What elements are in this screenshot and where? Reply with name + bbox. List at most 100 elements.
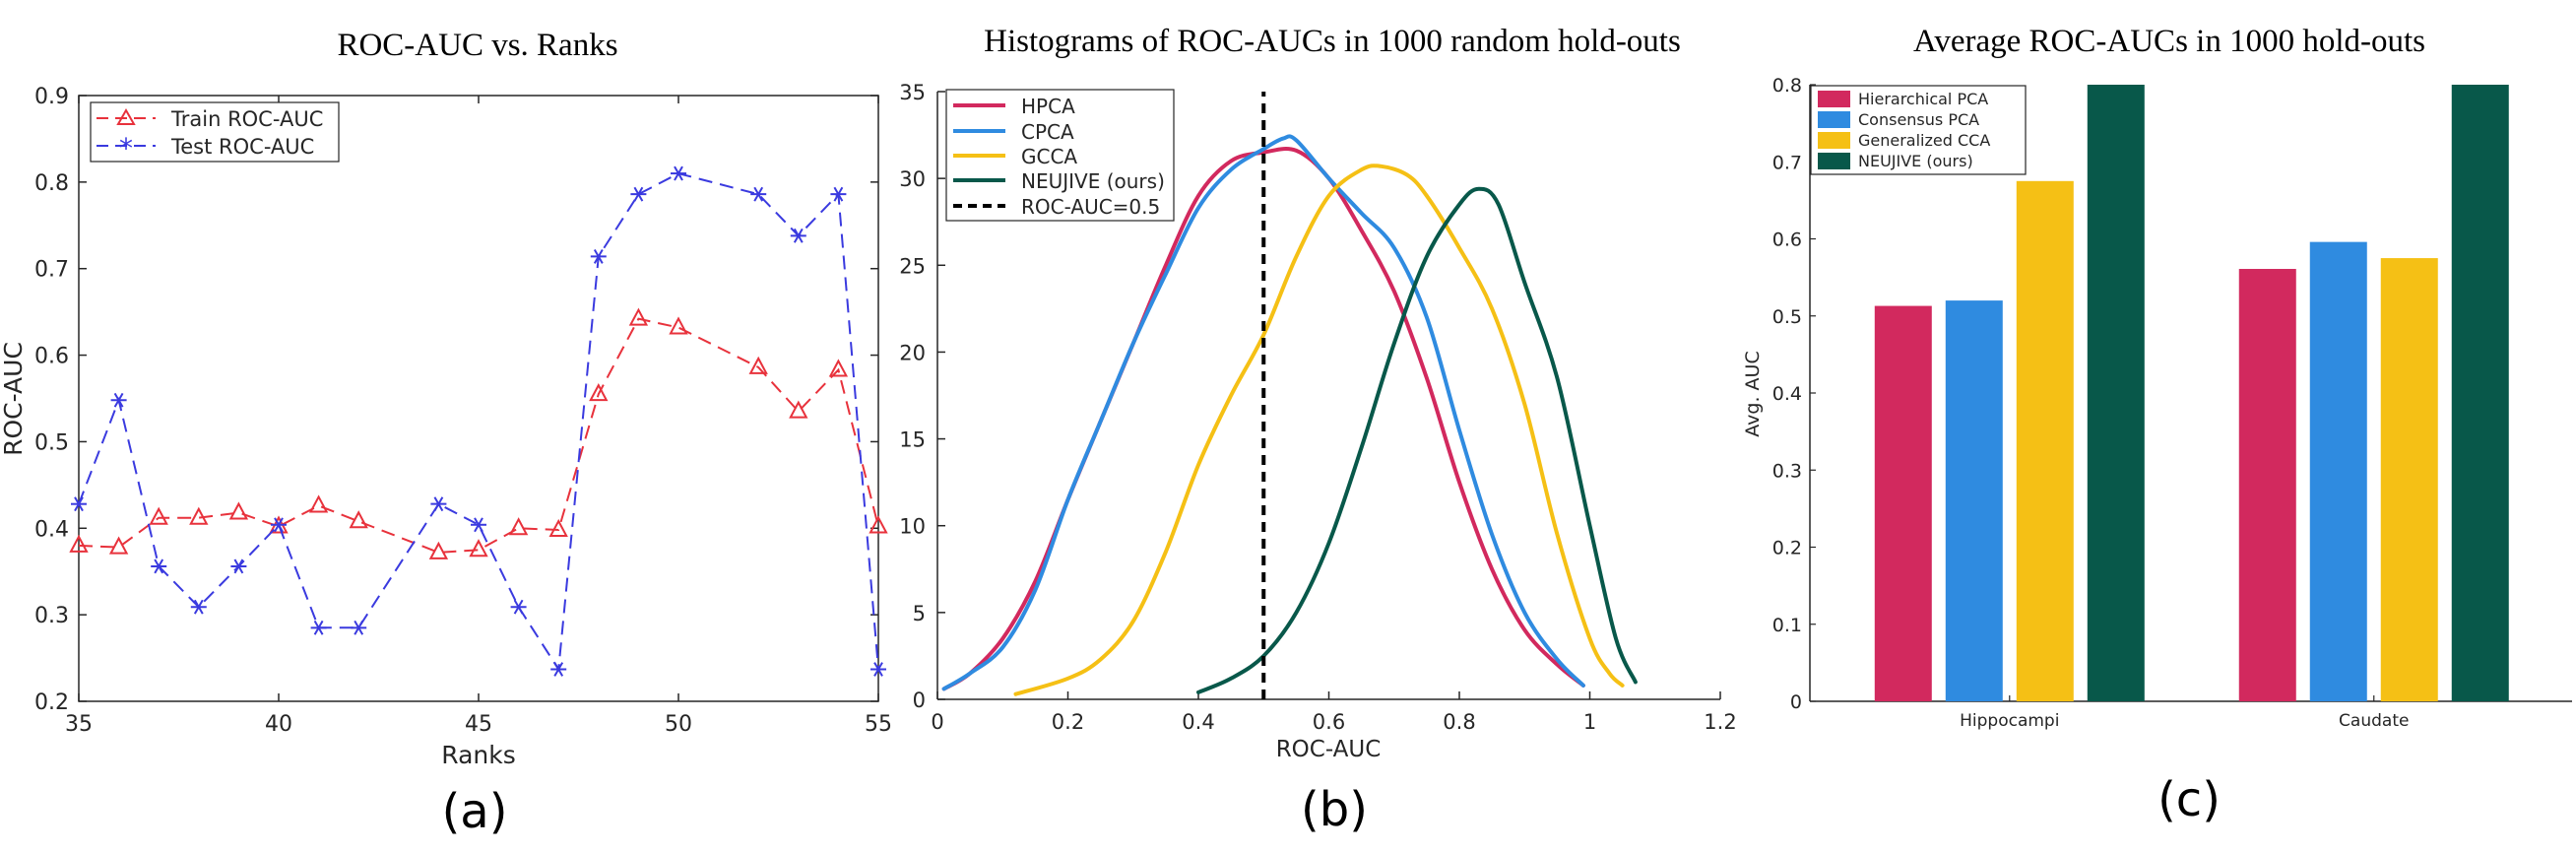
chart-b-xlabel: ROC-AUC — [1276, 737, 1382, 762]
asterisk-point — [271, 517, 287, 533]
triangle-point — [428, 541, 449, 559]
chart-c-panel-label: (c) — [2157, 772, 2221, 827]
legend-test-asterisk-marker: * — [119, 132, 133, 164]
x-tick-label: 1.2 — [1704, 710, 1736, 734]
asterisk-stroke — [354, 620, 364, 635]
chart-a-title: ROC-AUC vs. Ranks — [337, 28, 617, 63]
triangle-point — [228, 501, 249, 520]
asterisk-point — [151, 558, 167, 574]
triangle-point — [308, 494, 329, 513]
legend-test-label: Test ROC-AUC — [170, 135, 314, 159]
y-tick-label: 10 — [899, 515, 926, 539]
x-tick-label: 0.8 — [1443, 710, 1475, 734]
asterisk-stroke — [873, 662, 883, 677]
chart-a-legend-box — [90, 101, 340, 163]
asterisk-stroke — [433, 496, 444, 512]
y-tick-label: 0.5 — [34, 430, 69, 455]
bar-caudate-cpca — [2309, 241, 2367, 701]
triangle-point — [508, 517, 529, 536]
y-tick-label: 5 — [913, 602, 926, 625]
chart-c-ylabel: Avg. AUC — [1742, 351, 1764, 436]
triangle-point — [149, 506, 168, 525]
legend-train-triangle-marker — [116, 107, 136, 125]
bar-hippocampi-hpca — [1874, 305, 1932, 701]
chart-a-roc-vs-ranks: ROC-AUC vs. Ranks 35 40 45 50 55 0.2 0.3 0.4 0.5… — [0, 28, 892, 839]
triangle-point — [189, 506, 209, 525]
chart-c-legend: Hierarchical PCA Consensus PCA Generaliz… — [1810, 85, 2027, 175]
bar-caudate-gcca — [2380, 258, 2438, 701]
chart-c-ticks: 0 0.1 0.2 0.3 0.4 0.5 0.6 0.7 0.8 Hippocampi Cauda… — [1772, 75, 2410, 731]
y-tick-label: 35 — [899, 81, 926, 104]
series-line-triangle — [78, 317, 879, 554]
asterisk-stroke — [474, 517, 483, 533]
bar-caudate-neujive — [2451, 85, 2509, 701]
x-category-label: Hippocampi — [1960, 711, 2059, 731]
x-tick-label: 55 — [865, 712, 892, 737]
y-tick-label: 0.4 — [34, 517, 69, 542]
asterisk-stroke — [833, 186, 844, 202]
asterisk-point — [550, 662, 567, 677]
triangle-point — [69, 534, 89, 553]
asterisk-point — [190, 599, 207, 615]
asterisk-stroke — [233, 558, 244, 574]
asterisk-point — [351, 620, 367, 635]
y-tick-label: 0.5 — [1772, 306, 1802, 328]
legend-neujive-c-label: NEUJIVE (ours) — [1858, 152, 1973, 170]
asterisk-point — [750, 186, 767, 202]
legend-hierarchical-pca-label: Hierarchical PCA — [1858, 90, 1988, 108]
chart-a-ylabel: ROC-AUC — [0, 342, 28, 456]
y-tick-label: 0.9 — [34, 85, 69, 109]
asterisk-stroke — [313, 620, 324, 635]
asterisk-stroke — [193, 599, 204, 615]
y-tick-label: 0.2 — [34, 690, 69, 715]
legend-threshold-label: ROC-AUC=0.5 — [1021, 195, 1160, 219]
bar-caudate-hpca — [2238, 269, 2296, 701]
chart-a-panel-label: (a) — [442, 784, 508, 839]
asterisk-stroke — [553, 662, 564, 677]
y-tick-label: 0 — [1790, 691, 1802, 713]
chart-a-legend: Train ROC-AUC * Test ROC-AUC — [90, 101, 340, 164]
asterisk-stroke — [674, 165, 683, 181]
asterisk-stroke — [274, 517, 284, 533]
x-tick-label: 45 — [465, 712, 492, 737]
asterisk-point — [71, 496, 87, 512]
legend-train-label: Train ROC-AUC — [170, 107, 323, 131]
triangle-point — [589, 382, 609, 402]
y-tick-label: 0.7 — [34, 258, 69, 283]
asterisk-point — [310, 620, 327, 635]
y-tick-label: 0.6 — [1772, 230, 1802, 251]
asterisk-point — [430, 496, 447, 512]
legend-generalized-cca-swatch — [1818, 132, 1850, 149]
chart-b-panel-label: (b) — [1301, 782, 1368, 837]
y-tick-label: 0.7 — [1772, 152, 1802, 173]
triangle-point — [869, 515, 888, 534]
chart-b-title: Histograms of ROC-AUCs in 1000 random ho… — [984, 24, 1681, 59]
y-tick-label: 0.8 — [34, 171, 69, 196]
y-tick-label: 0 — [913, 689, 926, 712]
legend-hierarchical-pca-swatch — [1818, 91, 1850, 107]
asterisk-point — [790, 228, 806, 243]
bar-hippocampi-cpca — [1945, 300, 2003, 701]
legend-hpca-label: HPCA — [1021, 95, 1075, 118]
asterisk-point — [230, 558, 247, 574]
x-tick-label: 35 — [65, 712, 93, 737]
asterisk-stroke — [154, 558, 164, 574]
x-category-label: Caudate — [2339, 711, 2409, 731]
series-line-asterisk — [78, 172, 879, 673]
y-tick-label: 0.6 — [34, 345, 69, 369]
asterisk-point — [671, 165, 686, 181]
chart-a-plot-area — [78, 95, 879, 702]
y-tick-label: 0.8 — [1772, 75, 1802, 97]
asterisk-stroke — [113, 392, 124, 408]
chart-c-bars — [1874, 85, 2509, 701]
legend-consensus-pca-label: Consensus PCA — [1858, 110, 1979, 129]
triangle-point — [548, 518, 568, 538]
x-tick-label: 0.2 — [1052, 710, 1084, 734]
y-tick-label: 25 — [899, 254, 926, 278]
x-tick-label: 1 — [1583, 710, 1596, 734]
asterisk-stroke — [593, 248, 604, 264]
y-tick-label: 0.3 — [34, 604, 69, 628]
x-tick-label: 40 — [265, 712, 292, 737]
y-tick-label: 15 — [899, 428, 926, 452]
